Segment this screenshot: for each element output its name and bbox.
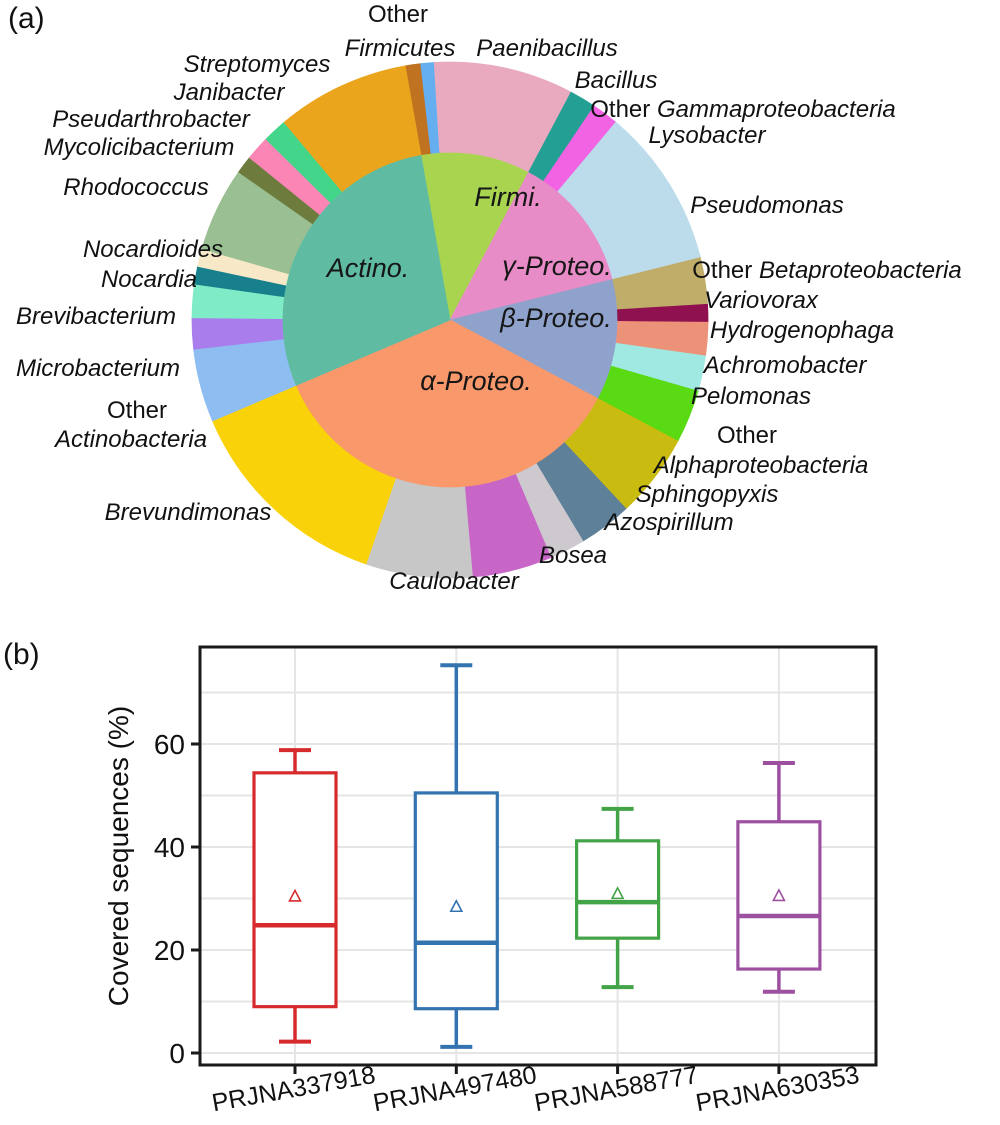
outer-ring-label-mycolicibacterium: Mycolicibacterium <box>44 134 235 161</box>
outer-ring-label-firmicutes: Firmicutes <box>345 35 456 62</box>
outer-ring-label-brevibacterium: Brevibacterium <box>16 303 176 330</box>
outer-ring-label-other: Other <box>368 1 428 28</box>
outer-ring-label-microbacterium: Microbacterium <box>16 355 180 382</box>
outer-ring-label-nocardioides: Nocardioides <box>83 236 223 263</box>
sunburst-chart: Actino. Firmi. γ-Proteo. β-Proteo. α-Proteo.… <box>16 1 962 595</box>
boxplot-chart: 0204060PRJNA337918PRJNA497480PRJNA588777… <box>103 645 878 1117</box>
inner-ring-label-actino: Actino. <box>325 253 410 283</box>
outer-ring-label-pelomonas: Pelomonas <box>691 383 811 410</box>
inner-ring-label-proteo: α-Proteo. <box>420 366 531 396</box>
y-axis-title: Covered sequences (%) <box>103 706 134 1006</box>
outer-ring-label-azospirillum: Azospirillum <box>602 509 733 536</box>
outer-ring-label-streptomyces: Streptomyces <box>184 51 331 78</box>
outer-ring-label-caulobacter: Caulobacter <box>389 568 519 595</box>
outer-ring-label-other: Other <box>717 422 777 449</box>
panel-a-label: (a) <box>8 2 45 35</box>
inner-ring-label-proteo: γ-Proteo. <box>502 251 612 281</box>
outer-ring-label-other-betaproteobacteria: Other Betaproteobacteria <box>692 257 962 284</box>
mean-triangle-marker <box>449 899 464 913</box>
panel-b-label: (b) <box>3 638 40 671</box>
inner-segment-actino <box>282 155 451 386</box>
box-prjna630353 <box>736 761 822 994</box>
outer-ring-label-pseudarthrobacter: Pseudarthrobacter <box>52 106 250 133</box>
box-prjna588777 <box>574 806 661 990</box>
outer-ring-label-sphingopyxis: Sphingopyxis <box>636 481 779 508</box>
outer-ring-label-nocardia: Nocardia <box>101 266 197 293</box>
outer-ring-label-achromobacter: Achromobacter <box>702 352 868 379</box>
outer-ring-label-hydrogenophaga: Hydrogenophaga <box>710 317 894 344</box>
outer-ring-label-bosea: Bosea <box>539 542 607 569</box>
y-tick-label-60: 60 <box>154 729 185 760</box>
outer-ring-label-bacillus: Bacillus <box>575 67 658 94</box>
outer-ring-label-alphaproteobacteria: Alphaproteobacteria <box>652 452 869 479</box>
y-tick-label-0: 0 <box>169 1038 185 1069</box>
outer-ring-label-other: Other <box>107 397 167 424</box>
box-prjna497480 <box>413 663 499 1049</box>
inner-segment-proteo <box>295 319 598 488</box>
mean-triangle-marker <box>288 888 302 902</box>
outer-ring-label-brevundimonas: Brevundimonas <box>105 499 272 526</box>
box-prjna337918 <box>252 748 338 1044</box>
inner-segment-proteo <box>448 279 618 399</box>
outer-ring-label-rhodococcus: Rhodococcus <box>63 174 208 201</box>
y-tick-label-40: 40 <box>154 832 185 863</box>
iqr-box <box>736 820 822 971</box>
outer-ring-label-variovorax: Variovorax <box>704 287 819 314</box>
inner-ring-label-proteo: β-Proteo. <box>499 303 611 333</box>
inner-segment-firmi <box>420 152 529 322</box>
outer-ring-label-other-gammaproteobacteria: Other Gammaproteobacteria <box>590 96 895 123</box>
inner-segment-proteo <box>449 172 613 321</box>
outer-ring-label-paenibacillus: Paenibacillus <box>476 35 617 62</box>
outer-ring-label-janibacter: Janibacter <box>173 79 286 106</box>
y-tick-label-20: 20 <box>154 935 185 966</box>
outer-ring-label-lysobacter: Lysobacter <box>649 122 767 149</box>
outer-ring-label-actinobacteria: Actinobacteria <box>53 426 207 453</box>
mean-triangle-marker <box>610 886 625 900</box>
inner-ring-label-firmi: Firmi. <box>474 182 541 212</box>
outer-ring-label-pseudomonas: Pseudomonas <box>690 192 843 219</box>
plot-panel-border <box>198 645 878 1067</box>
mean-triangle-marker <box>772 888 786 902</box>
